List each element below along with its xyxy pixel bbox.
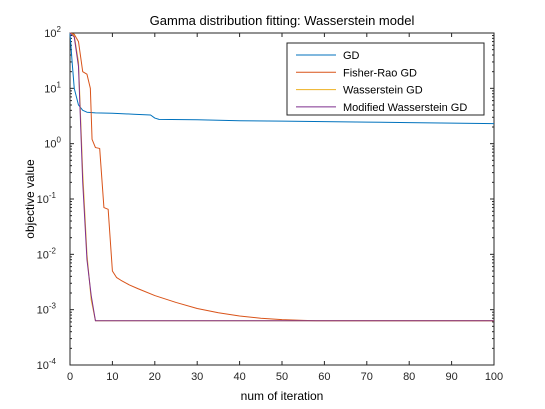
x-tick-label: 40	[233, 371, 245, 383]
x-tick-label: 0	[67, 371, 73, 383]
y-tick-exponent: 0	[57, 136, 62, 145]
y-tick-label: 10-3	[37, 302, 57, 317]
y-tick-base: 10	[44, 139, 56, 151]
y-tick-base: 10	[37, 360, 49, 372]
y-tick-exponent: -2	[49, 246, 57, 255]
y-tick-base: 10	[37, 249, 49, 261]
legend-label-modified-wasserstein-gd: Modified Wasserstein GD	[343, 102, 467, 114]
y-tick-exponent: -3	[49, 302, 57, 311]
series-line-gd	[69, 32, 495, 125]
y-tick-exponent: 1	[57, 80, 62, 89]
series-line-fisher-rao-gd	[69, 32, 494, 322]
x-tick-label: 70	[361, 371, 373, 383]
x-tick-label: 60	[318, 371, 330, 383]
x-axis-label: num of iteration	[241, 389, 324, 403]
y-tick-base: 10	[37, 194, 49, 206]
y-tick-label: 10-2	[37, 246, 57, 261]
y-tick-exponent: 2	[57, 25, 62, 34]
y-tick-base: 10	[37, 305, 49, 317]
y-tick-label: 102	[44, 25, 61, 40]
y-tick-label: 10-1	[37, 191, 57, 206]
legend-label-wasserstein-gd: Wasserstein GD	[343, 85, 423, 97]
y-tick-base: 10	[44, 28, 56, 40]
y-tick-base: 10	[44, 83, 56, 95]
legend-label-gd: GD	[343, 50, 360, 62]
y-tick-exponent: -4	[49, 357, 57, 366]
x-tick-label: 50	[276, 371, 288, 383]
x-axis: 0 10 20 30 40 50 60 70 80 90 100	[67, 33, 503, 383]
y-axis-label: objective value	[23, 159, 37, 239]
chart-title: Gamma distribution fitting: Wasserstein …	[150, 13, 415, 28]
x-tick-label: 80	[403, 371, 415, 383]
x-tick-label: 20	[149, 371, 161, 383]
x-tick-label: 30	[191, 371, 203, 383]
y-tick-label: 101	[44, 80, 61, 95]
x-tick-label: 90	[445, 371, 457, 383]
y-tick-exponent: -1	[49, 191, 57, 200]
x-tick-label: 100	[485, 371, 503, 383]
y-tick-label: 10-4	[37, 357, 57, 372]
series-group	[69, 32, 495, 322]
legend-label-fisher-rao-gd: Fisher-Rao GD	[343, 67, 417, 79]
x-tick-label: 10	[106, 371, 118, 383]
legend: GD Fisher-Rao GD Wasserstein GD Modified Wa…	[286, 42, 485, 116]
series-line-modified-wasserstein-gd	[69, 32, 494, 322]
y-tick-label: 100	[44, 136, 61, 151]
